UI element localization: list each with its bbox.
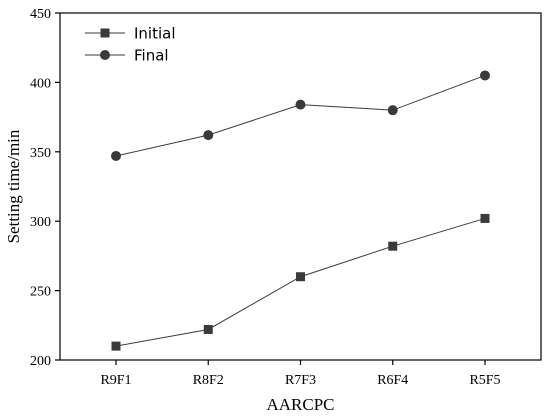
data-point [295,99,306,110]
series-final [111,70,490,161]
data-point [111,341,121,351]
data-point [387,105,398,116]
legend-marker [100,28,110,38]
x-tick-label: R5F5 [469,373,500,388]
series-initial [111,213,490,351]
data-point [111,150,121,161]
x-tick-label: R6F4 [377,373,408,388]
y-tick-label: 450 [30,7,51,22]
y-tick-label: 250 [30,285,51,300]
legend-label: Final [134,47,169,65]
x-tick-label: R8F2 [193,373,224,388]
y-axis-title: Setting time/min [4,129,23,243]
y-tick-label: 300 [30,215,51,230]
x-axis-title: AARCPC [266,395,334,414]
x-tick-label: R9F1 [100,373,131,388]
legend-item: Final [85,47,169,65]
series-line [115,74,486,157]
data-point [480,213,490,223]
plot-frame [59,12,542,361]
data-point [388,241,398,251]
y-tick-label: 400 [30,76,51,91]
data-point [296,272,305,282]
y-tick-label: 350 [30,146,51,161]
series-line [115,217,486,347]
data-point [203,324,213,334]
x-tick-label: R7F3 [285,373,316,388]
legend-marker [100,50,110,60]
y-tick-label: 200 [30,354,51,369]
data-point [203,130,214,141]
legend: Initial Final [85,25,176,65]
series-layer [111,70,490,351]
axes: 200 250 300 350 400 450 R9F1 R8F2 R7F3 R6F4 R5F5 [30,7,542,388]
legend-label: Initial [134,25,176,43]
legend-item: Initial [85,25,176,43]
data-point [480,70,490,81]
